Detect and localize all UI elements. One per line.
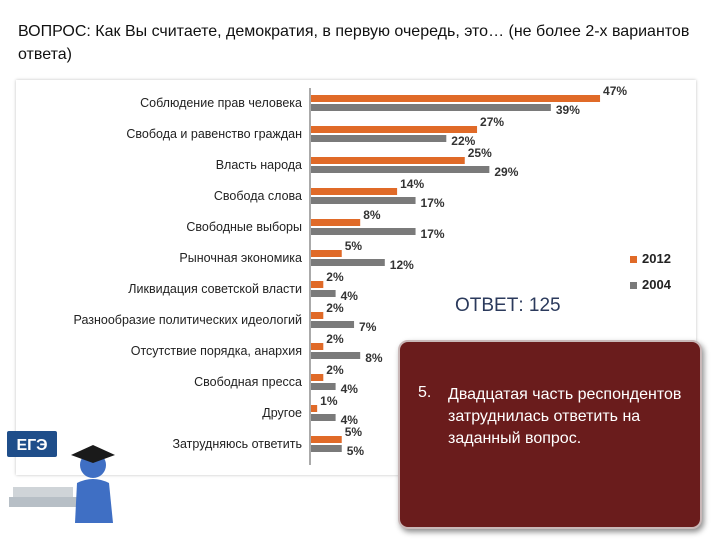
data-label-2012: 2% [326,332,344,346]
bar-2004 [311,104,551,111]
data-label-2004: 4% [341,413,359,427]
logo-label: ЕГЭ [16,437,47,454]
data-label-2012: 2% [326,363,344,377]
data-label-2004: 17% [421,196,445,210]
note-box: 5. Двадцатая часть респондентов затрудни… [398,340,702,529]
bar-2004 [311,228,416,235]
category-label: Соблюдение прав человека [140,96,302,110]
category-label: Другое [262,406,302,420]
data-label-2012: 1% [320,394,338,408]
data-label-2004: 29% [494,165,518,179]
bar-2004 [311,352,361,359]
data-label-2004: 39% [556,103,580,117]
bar-2012 [311,312,324,319]
bar-2012 [311,219,361,226]
bar-2004 [311,445,342,452]
data-label-2012: 5% [345,425,363,439]
data-label-2012: 2% [326,301,344,315]
ege-logo: ЕГЭ [7,431,115,523]
bar-2012 [311,374,324,381]
data-label-2004: 7% [359,320,377,334]
bar-2004 [311,321,355,328]
category-label: Разнообразие политических идеологий [74,313,302,327]
data-label-2004: 8% [365,351,383,365]
answer-header: ОТВЕТ: 125 [455,295,561,316]
bar-2012 [311,405,318,412]
data-label-2004: 12% [390,258,414,272]
data-label-2004: 22% [451,134,475,148]
bar-2012 [311,250,342,257]
data-label-2012: 47% [603,84,627,98]
logo-badge [7,431,57,457]
bar-2012 [311,281,324,288]
category-label: Затрудняюсь ответить [172,437,302,451]
graduation-cap-icon [71,445,115,463]
bar-2004 [311,166,490,173]
category-label: Свободная пресса [194,375,302,389]
category-label: Свобода слова [214,189,302,203]
bar-2004 [311,135,447,142]
category-label: Власть народа [216,158,302,172]
legend-label: 2004 [642,277,672,292]
bar-2012 [311,343,324,350]
data-label-2004: 4% [341,289,359,303]
bar-2004 [311,197,416,204]
data-label-2012: 14% [400,177,424,191]
bar-2012 [311,95,601,102]
bar-2012 [311,157,465,164]
bar-chart: Соблюдение прав человека 47% 39% Свобода и … [16,80,696,475]
category-label: Рыночная экономика [179,251,302,265]
data-label-2012: 8% [363,208,381,222]
data-label-2012: 25% [468,146,492,160]
bar-2012 [311,436,342,443]
legend-swatch [630,256,637,263]
chart-svg: Соблюдение прав человека 47% 39% Свобода и … [74,84,672,465]
data-label-2012: 5% [345,239,363,253]
legend-swatch [630,282,637,289]
data-label-2004: 17% [421,227,445,241]
data-label-2004: 4% [341,382,359,396]
bar-2004 [311,383,336,390]
bar-2012 [311,188,398,195]
logo-figure-body [75,479,113,523]
data-label-2004: 5% [347,444,365,458]
logo-book [9,497,77,507]
category-label: Отсутствие порядка, анархия [131,344,302,358]
note-number: 5. [418,384,432,401]
category-label: Свобода и равенство граждан [126,127,302,141]
note-text: Двадцатая часть респондентов затруднилас… [448,386,682,447]
data-label-2012: 27% [480,115,504,129]
data-label-2012: 2% [326,270,344,284]
bar-2004 [311,414,336,421]
legend-label: 2012 [642,251,671,266]
category-label: Ликвидация советской власти [128,282,302,296]
category-label: Свободные выборы [186,220,302,234]
bar-2004 [311,290,336,297]
logo-book [13,487,73,497]
bar-2012 [311,126,478,133]
question-text: ВОПРОС: Как Вы считаете, демократия, в п… [18,23,690,63]
bar-2004 [311,259,385,266]
